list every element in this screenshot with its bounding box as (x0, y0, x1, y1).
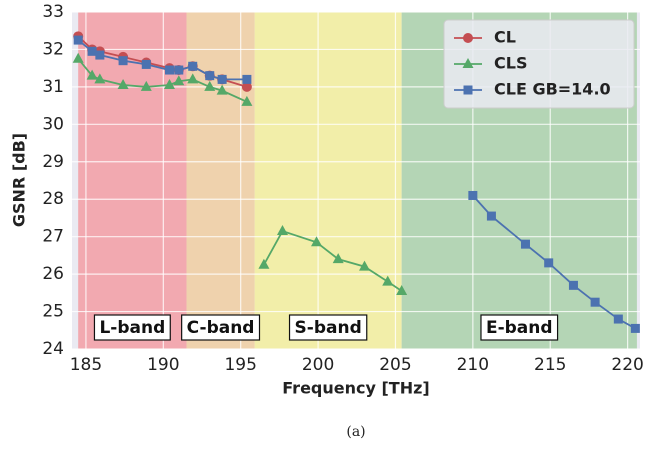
band-label-box (288, 314, 368, 341)
legend-box (443, 19, 635, 109)
data-point (276, 225, 288, 236)
x-tick-label: 205 (379, 355, 411, 375)
data-point (187, 73, 199, 84)
y-tick-label: 24 (42, 339, 64, 359)
y-tick-label: 32 (42, 39, 64, 59)
data-point (520, 239, 530, 249)
data-point (118, 56, 128, 66)
data-point (86, 69, 98, 80)
data-point (95, 50, 105, 60)
legend-marker (462, 58, 474, 68)
legend-label: CL (494, 28, 516, 47)
y-tick-label: 31 (42, 77, 64, 97)
band-label: C-band (187, 318, 255, 338)
data-point (241, 95, 253, 106)
data-point (396, 284, 408, 295)
data-point (141, 59, 151, 69)
data-point (94, 73, 106, 84)
data-point (258, 258, 270, 269)
data-point (544, 258, 554, 268)
data-point (173, 75, 185, 86)
y-tick-label: 25 (42, 302, 64, 322)
band-label: L-band (99, 318, 165, 338)
data-point (205, 71, 215, 81)
y-tick-label: 26 (42, 264, 64, 284)
data-point (382, 275, 394, 286)
data-point (217, 74, 227, 84)
data-point (613, 314, 623, 324)
x-tick-label: 195 (224, 355, 256, 375)
y-tick-label: 30 (42, 114, 64, 134)
band-label: E-band (486, 318, 553, 338)
data-point (311, 236, 323, 247)
data-point (87, 46, 97, 56)
data-point (590, 297, 600, 307)
data-point (630, 323, 640, 333)
data-point (216, 84, 228, 95)
y-axis-label: GSNR [dB] (10, 133, 29, 227)
x-tick-label: 190 (147, 355, 179, 375)
data-point (174, 65, 184, 75)
data-point (165, 65, 175, 75)
y-tick-label: 29 (42, 152, 64, 172)
band-label-box (480, 314, 559, 341)
data-point (568, 280, 578, 290)
data-point (241, 81, 252, 92)
data-point (486, 211, 496, 221)
data-point (164, 79, 176, 90)
band-label-box (93, 314, 171, 341)
legend-marker (463, 33, 473, 43)
legend: CL CLS CLE GB=14.0 (443, 19, 635, 109)
data-point (359, 260, 371, 271)
data-point (332, 253, 344, 264)
y-tick-label: 28 (42, 189, 64, 209)
data-point (204, 80, 216, 91)
band-label: S-band (295, 318, 362, 338)
legend-label: CLS (494, 54, 527, 73)
y-tick-label: 27 (42, 227, 64, 247)
data-point (117, 79, 129, 90)
caption: (a) (346, 424, 365, 440)
x-tick-label: 220 (611, 355, 643, 375)
data-point (468, 190, 478, 200)
band-region (254, 12, 402, 349)
y-tick-label: 33 (42, 2, 64, 22)
x-tick-label: 185 (70, 355, 102, 375)
x-tick-label: 215 (534, 355, 566, 375)
x-tick-label: 200 (302, 355, 334, 375)
data-point (73, 35, 83, 45)
data-point (242, 74, 252, 84)
data-point (72, 52, 84, 63)
x-axis-label: Frequency [THz] (282, 379, 429, 398)
band-label-box (181, 314, 261, 341)
legend-label: CLE GB=14.0 (494, 80, 611, 99)
data-point (188, 61, 198, 71)
data-point (140, 80, 152, 91)
legend-marker (463, 85, 473, 95)
x-tick-label: 210 (457, 355, 489, 375)
